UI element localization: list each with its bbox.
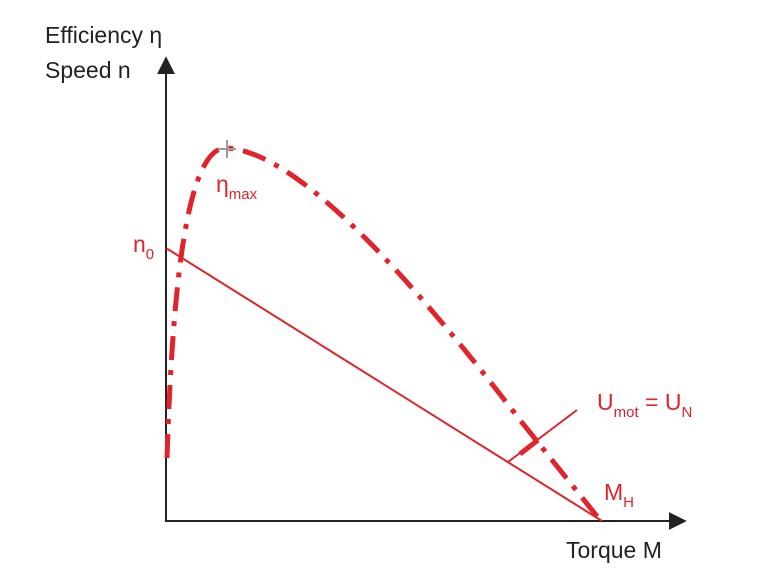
speed-line: [165, 247, 603, 522]
x-axis-label: Torque M: [566, 537, 662, 563]
n0-label: n0: [133, 231, 154, 263]
voltage-line: [507, 409, 578, 463]
mh-label: MH: [604, 479, 634, 511]
peak-marker: [218, 140, 236, 158]
y-axis-label: Speed n: [45, 57, 131, 83]
eta-max-label: ηmax: [216, 171, 258, 203]
voltage-tick: [518, 438, 540, 456]
voltage-label: Umot = UN: [597, 389, 692, 421]
efficiency-curve: [164, 145, 602, 522]
y-axis-label: Efficiency η: [45, 22, 162, 48]
